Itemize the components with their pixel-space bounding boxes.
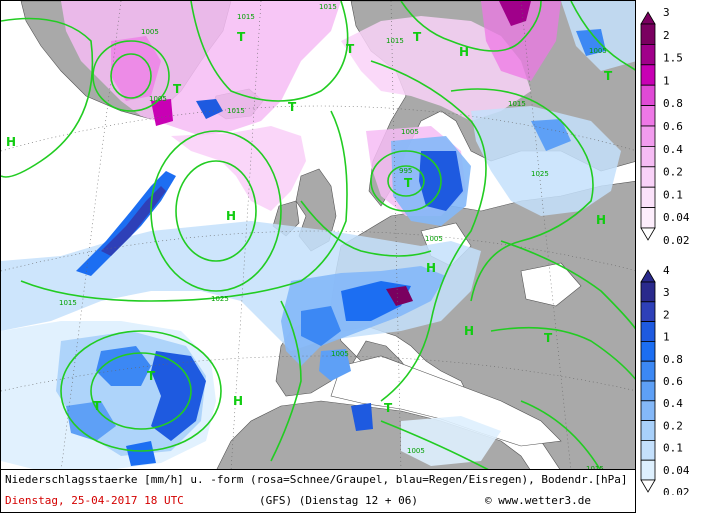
low-center: T xyxy=(237,30,246,44)
high-center: H xyxy=(426,261,436,275)
snow-legend-label: 0.6 xyxy=(663,120,683,133)
snow-legend-label: 0.1 xyxy=(663,188,683,201)
snow-legend-swatch xyxy=(640,166,656,188)
pressure-label: 1015 xyxy=(508,100,526,108)
pressure-label: 995 xyxy=(399,167,412,175)
pressure-label: 1015 xyxy=(59,299,77,307)
snow-legend-label: 0.2 xyxy=(663,166,683,179)
valid-date: Dienstag, 25-04-2017 18 UTC xyxy=(5,494,184,507)
weather-map: 1005 1015 1015 1015 1005 1015 1005 995 1… xyxy=(0,0,636,470)
rain-legend-swatch xyxy=(640,400,656,421)
pressure-label: 1015 xyxy=(227,107,245,115)
snow-legend-label: 0.04 xyxy=(663,211,690,224)
snow-legend-swatch xyxy=(640,105,656,127)
low-center: T xyxy=(413,30,422,44)
rain-areas xyxy=(1,1,635,469)
pressure-label: 1005 xyxy=(589,47,607,55)
low-center: T xyxy=(346,42,355,56)
rain-legend-label: 0.8 xyxy=(663,353,683,366)
pressure-label: 1005 xyxy=(401,128,419,136)
rain-legend-swatch xyxy=(640,340,656,362)
rain-legend-swatch xyxy=(640,420,656,441)
precip-legend: 3 2 1.5 1 0.8 0.6 0.4 0.2 0.1 0.04 0.02 4 3 2 1 0.8 0.6 0… xyxy=(637,0,704,499)
snow-legend-swatch xyxy=(640,207,656,229)
pressure-label: 1015 xyxy=(237,13,255,21)
snow-legend-swatch xyxy=(640,84,656,106)
pressure-labels: 1005 1015 1015 1015 1005 1015 1005 995 1… xyxy=(59,3,607,470)
model-run: (GFS) (Dienstag 12 + 06) xyxy=(259,494,418,507)
snow-legend-label: 3 xyxy=(663,6,670,19)
rain-legend-swatch xyxy=(640,281,656,303)
rain-legend-swatch xyxy=(640,459,656,481)
rain-legend-label: 0.6 xyxy=(663,375,683,388)
rain-legend-swatch xyxy=(640,380,656,402)
rain-legend-label: 3 xyxy=(663,286,670,299)
snow-legend-swatch xyxy=(640,145,656,168)
pressure-label: 1005 xyxy=(331,350,349,358)
rain-legend-swatch xyxy=(640,321,656,342)
low-center: T xyxy=(173,82,182,96)
snow-legend-label: 0.8 xyxy=(663,97,683,110)
rain-legend-label: 0.4 xyxy=(663,397,683,410)
black-sea xyxy=(520,262,582,307)
high-center: H xyxy=(464,324,474,338)
snow-legend-cap-bottom xyxy=(640,227,656,241)
map-description: Niederschlagsstaerke [mm/h] u. -form (ro… xyxy=(5,473,628,486)
copyright: © www.wetter3.de xyxy=(485,494,591,507)
pressure-label: 1005 xyxy=(407,447,425,455)
snow-legend-swatch xyxy=(640,44,656,66)
low-center: T xyxy=(384,401,393,415)
legend-canvas: 3 2 1.5 1 0.8 0.6 0.4 0.2 0.1 0.04 0.02 4 3 2 1 0.8 0.6 0… xyxy=(640,6,690,499)
pressure-label: 1005 xyxy=(149,95,167,103)
low-center: T xyxy=(544,331,553,345)
rain-legend-label: 1 xyxy=(663,331,670,344)
pressure-label: 1005 xyxy=(425,235,443,243)
snow-legend-label: 2 xyxy=(663,29,670,42)
rain-legend-cap-bottom xyxy=(640,479,656,493)
low-center: T xyxy=(604,69,613,83)
low-center: T xyxy=(93,399,102,413)
snow-legend-cap-top xyxy=(640,11,656,25)
rain-legend-label: 0.1 xyxy=(663,442,683,455)
rain-legend-swatch xyxy=(640,439,656,461)
map-footer: Niederschlagsstaerke [mm/h] u. -form (ro… xyxy=(0,470,636,513)
map-canvas: 1005 1015 1015 1015 1005 1015 1005 995 1… xyxy=(1,1,635,470)
rain-legend-swatch xyxy=(640,301,656,322)
pressure-label: 1025 xyxy=(531,170,549,178)
rain-legend-label: 2 xyxy=(663,308,670,321)
graticule xyxy=(1,1,635,469)
rain-legend-label: 0.02 xyxy=(663,486,690,495)
snow-legend-label: 1 xyxy=(663,74,670,87)
low-center: T xyxy=(147,369,156,383)
rain-legend-swatch xyxy=(640,360,656,382)
high-center: H xyxy=(6,135,16,149)
snow-legend-swatch xyxy=(640,125,656,147)
snow-legend-swatch xyxy=(640,64,656,86)
rain-legend-label: 0.04 xyxy=(663,464,690,477)
rain-legend-cap-top xyxy=(640,269,656,283)
rain-legend-label: 0.2 xyxy=(663,419,683,432)
low-center: T xyxy=(404,176,413,190)
high-center: H xyxy=(596,213,606,227)
high-center: H xyxy=(226,209,236,223)
pressure-label: 1015 xyxy=(586,465,604,470)
snow-legend-label: 0.02 xyxy=(663,234,690,247)
pressure-centers: T T T T T T T T T T T H H H H H H H xyxy=(6,30,613,415)
low-center: T xyxy=(288,100,297,114)
snow-legend-swatch xyxy=(640,23,656,45)
snow-legend-swatch xyxy=(640,186,656,208)
snow-legend-label: 1.5 xyxy=(663,52,683,65)
pressure-label: 1015 xyxy=(386,37,404,45)
isobars xyxy=(1,1,635,469)
high-center: H xyxy=(459,45,469,59)
pressure-label: 1005 xyxy=(141,28,159,36)
high-center: H xyxy=(233,394,243,408)
rain-legend-label: 4 xyxy=(663,264,670,277)
pressure-label: 1015 xyxy=(319,3,337,11)
snow-legend-label: 0.4 xyxy=(663,143,683,156)
pressure-label: 1025 xyxy=(211,295,229,303)
